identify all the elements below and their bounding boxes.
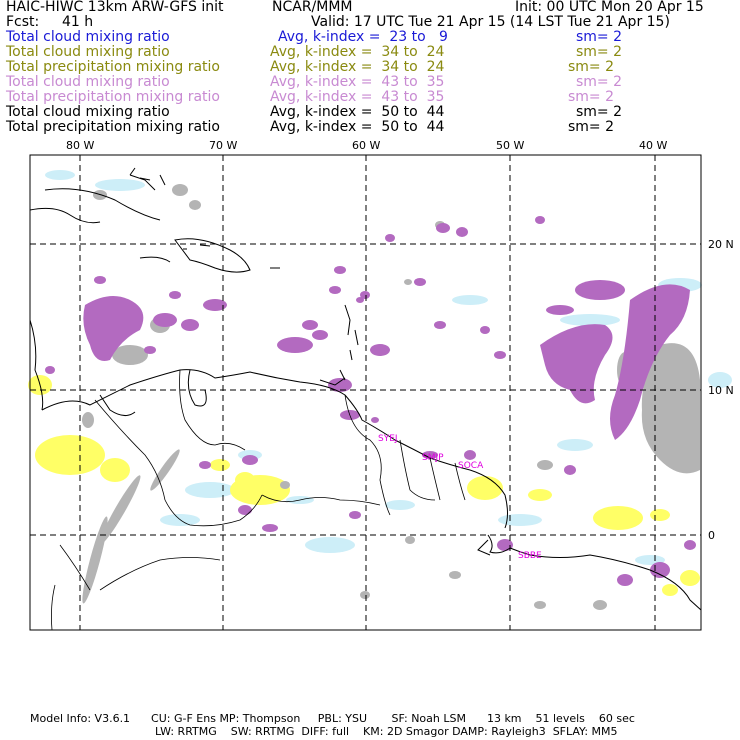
legend-stat: Avg, k-index = 23 to 9 xyxy=(278,29,448,45)
coastlines xyxy=(29,167,702,611)
model-info-line-1: Model Info: V3.6.1 CU: G-F Ens MP: Thomp… xyxy=(30,712,635,725)
legend-field: Total precipitation mixing ratio xyxy=(6,119,220,135)
legend-stat: Avg, k-index = 34 to 24 xyxy=(270,59,445,75)
model-title: HAIC-HIWC 13km ARW-GFS init xyxy=(6,0,224,15)
legend-stat: Avg, k-index = 50 to 44 xyxy=(270,104,445,120)
lon-label-70w: 70 W xyxy=(209,139,237,152)
lon-label-40w: 40 W xyxy=(639,139,667,152)
legend-sm: sm= 2 xyxy=(568,89,615,105)
legend-stat: Avg, k-index = 43 to 35 xyxy=(270,89,445,105)
yellow-precip-field xyxy=(28,375,700,596)
org-label: NCAR/MMM xyxy=(272,0,353,15)
legend-stat: Avg, k-index = 43 to 35 xyxy=(270,74,445,90)
legend-sm: sm= 2 xyxy=(576,44,623,60)
fcst-value: 41 h xyxy=(62,14,94,30)
purple-cloud-field xyxy=(45,216,696,586)
lon-label-50w: 50 W xyxy=(496,139,524,152)
legend-field: Total cloud mixing ratio xyxy=(6,104,170,120)
legend-field: Total cloud mixing ratio xyxy=(6,44,170,60)
init-time: Init: 00 UTC Mon 20 Apr 15 xyxy=(515,0,704,15)
legend-sm: sm= 2 xyxy=(576,74,623,90)
lat-label-10n: 10 N xyxy=(708,384,734,397)
legend-sm: sm= 2 xyxy=(568,59,615,75)
legend-sm: sm= 2 xyxy=(568,119,615,135)
station-syej: SYEJ xyxy=(378,434,398,444)
longitude-labels: 80 W 70 W 60 W 50 W 40 W xyxy=(66,139,667,152)
legend-field: Total precipitation mixing ratio xyxy=(6,59,220,75)
lon-label-80w: 80 W xyxy=(66,139,94,152)
station-sbbe: SBBE xyxy=(518,551,542,561)
legend-sm: sm= 2 xyxy=(576,29,623,45)
header: HAIC-HIWC 13km ARW-GFS init NCAR/MMM Ini… xyxy=(0,0,740,145)
fcst-label: Fcst: xyxy=(6,14,40,30)
graticule xyxy=(30,155,701,630)
model-info-line-2: LW: RRTMG SW: RRTMG DIFF: full KM: 2D Sm… xyxy=(155,725,618,738)
island-outlines xyxy=(139,174,359,381)
latitude-labels: 20 N 10 N 0 xyxy=(708,238,734,542)
station-labels: SYEJ SMJP SOCA SBBE xyxy=(378,434,542,561)
legend-field: Total precipitation mixing ratio xyxy=(6,89,220,105)
legend-stat: Avg, k-index = 50 to 44 xyxy=(270,119,445,135)
valid-time: Valid: 17 UTC Tue 21 Apr 15 (14 LST Tue … xyxy=(311,14,670,30)
lat-label-0: 0 xyxy=(708,529,715,542)
lat-label-20n: 20 N xyxy=(708,238,734,251)
country-borders xyxy=(51,369,466,631)
legend-field: Total cloud mixing ratio xyxy=(6,29,170,45)
station-soca: SOCA xyxy=(458,461,484,471)
legend-sm: sm= 2 xyxy=(576,104,623,120)
legend-stat: Avg, k-index = 34 to 24 xyxy=(270,44,445,60)
gray-precip-field xyxy=(82,184,700,610)
legend-field: Total cloud mixing ratio xyxy=(6,74,170,90)
station-smjp: SMJP xyxy=(422,453,444,463)
lon-label-60w: 60 W xyxy=(352,139,380,152)
